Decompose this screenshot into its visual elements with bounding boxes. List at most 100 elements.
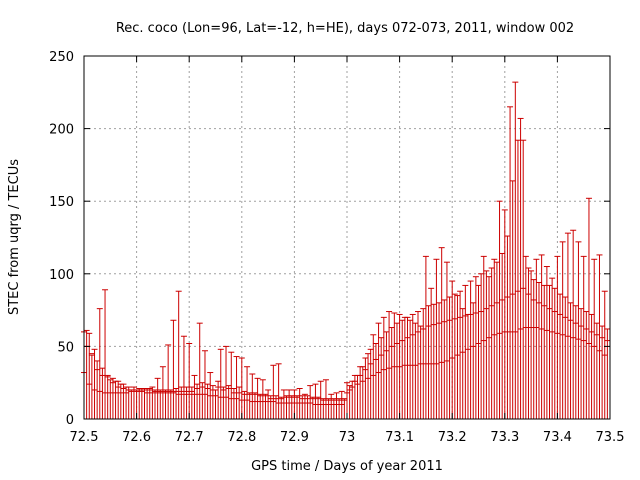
y-tick-label: 100 <box>49 268 74 283</box>
data-point <box>415 311 422 419</box>
data-point <box>288 395 295 419</box>
data-point <box>257 393 264 419</box>
data-point <box>446 296 453 419</box>
data-point <box>149 386 156 419</box>
data-point <box>449 280 456 419</box>
data-point <box>601 290 608 419</box>
data-point <box>249 373 256 419</box>
data-point <box>409 313 416 419</box>
data-point <box>207 372 214 419</box>
data-point <box>488 267 495 419</box>
data-point <box>209 385 216 419</box>
data-point <box>546 284 553 419</box>
data-point <box>593 322 600 419</box>
data-point <box>136 388 143 419</box>
data-point <box>391 312 398 419</box>
data-point <box>278 396 285 419</box>
data-point <box>472 276 479 419</box>
data-point <box>233 356 240 419</box>
data-point <box>454 295 461 419</box>
x-ticks: 72.5 72.6 72.7 72.8 72.9 73 73.1 73.2 73.3 73.4 73… <box>70 56 624 445</box>
x-tick-label: 72.5 <box>70 430 99 445</box>
data-point <box>186 342 193 419</box>
data-point <box>501 209 508 419</box>
data-point <box>372 342 379 419</box>
data-point <box>325 398 332 419</box>
data-point <box>275 363 282 419</box>
data-point <box>357 366 364 419</box>
data-point <box>154 377 161 419</box>
data-point <box>541 284 548 419</box>
data-point <box>404 316 411 419</box>
data-point <box>512 81 519 419</box>
data-point <box>367 348 374 419</box>
data-point <box>388 327 395 419</box>
data-point <box>283 395 290 419</box>
x-tick-label: 73.2 <box>438 430 467 445</box>
data-point <box>588 313 595 419</box>
y-tick-label: 250 <box>49 50 74 65</box>
data-point <box>399 319 406 419</box>
data-point <box>365 353 372 419</box>
data-point <box>212 389 219 419</box>
data-point <box>386 311 393 419</box>
data-point <box>238 357 245 419</box>
x-axis-label: GPS time / Days of year 2011 <box>251 459 443 474</box>
data-point <box>514 139 521 419</box>
data-point <box>359 366 366 419</box>
data-point <box>464 313 471 419</box>
chart-title: Rec. coco (Lon=96, Lat=-12, h=HE), days … <box>116 21 574 36</box>
data-point <box>407 319 414 419</box>
data-point <box>199 382 206 419</box>
data-point <box>322 379 329 419</box>
data-point <box>585 197 592 419</box>
data-point <box>572 305 579 419</box>
data-point <box>425 305 432 419</box>
data-point <box>109 377 116 419</box>
data-point <box>117 383 124 419</box>
series-3 <box>344 81 608 419</box>
data-point <box>470 302 477 419</box>
x-tick-label: 72.8 <box>227 430 256 445</box>
data-point <box>120 383 127 419</box>
data-point <box>580 255 587 419</box>
data-point <box>443 261 450 419</box>
data-point <box>438 247 445 419</box>
data-point <box>559 241 566 419</box>
series-2 <box>83 329 348 419</box>
data-point <box>493 261 500 419</box>
data-point <box>236 386 243 419</box>
data-point <box>304 395 311 419</box>
data-point <box>241 390 248 419</box>
data-point <box>104 374 111 419</box>
x-tick-label: 73 <box>339 430 356 445</box>
data-point <box>362 357 369 419</box>
data-point <box>378 337 385 419</box>
data-point <box>496 200 503 419</box>
data-point <box>167 389 174 419</box>
data-point <box>312 383 319 419</box>
data-point <box>157 389 164 419</box>
data-point <box>417 325 424 419</box>
data-point <box>401 316 408 419</box>
data-point <box>130 386 137 419</box>
data-point <box>583 311 590 419</box>
data-point <box>280 389 287 419</box>
data-point <box>338 390 345 419</box>
data-point <box>517 117 524 419</box>
data-point <box>296 388 303 419</box>
data-point <box>230 388 237 419</box>
data-point <box>220 386 227 419</box>
data-point <box>251 392 258 419</box>
data-point <box>462 284 469 419</box>
data-point <box>535 282 542 419</box>
data-point <box>567 302 574 419</box>
data-point <box>102 289 109 419</box>
data-point <box>309 396 316 419</box>
data-point <box>504 235 511 419</box>
data-point <box>180 335 187 419</box>
data-point <box>480 255 487 419</box>
data-point <box>528 270 535 419</box>
data-point <box>430 303 437 419</box>
